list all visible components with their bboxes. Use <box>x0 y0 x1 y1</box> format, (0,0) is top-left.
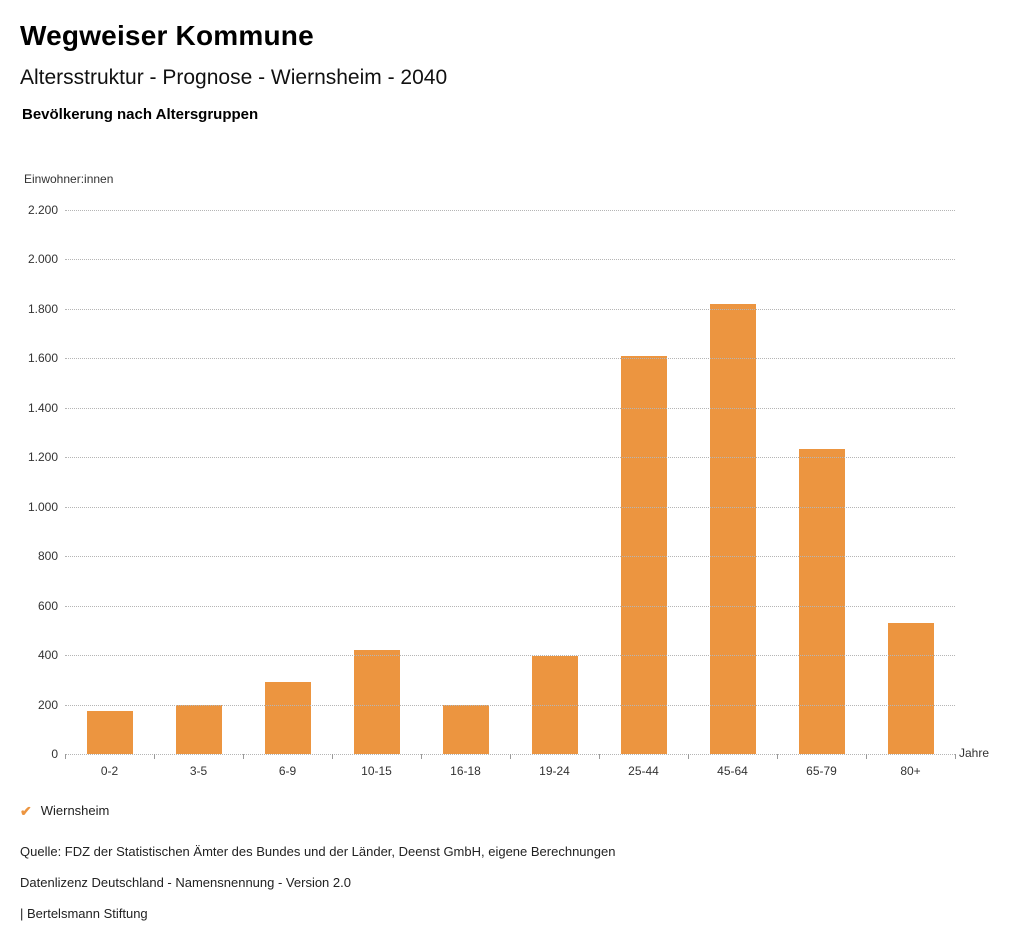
gridline <box>65 605 955 607</box>
x-axis-tickmark <box>243 754 244 759</box>
x-tick-label: 19-24 <box>539 764 570 778</box>
bar-column <box>688 210 777 754</box>
y-tick-label: 1.400 <box>27 400 58 415</box>
chart-heading: Bevölkerung nach Altersgruppen <box>22 106 259 123</box>
bar-column <box>65 210 154 754</box>
y-tick-label: 200 <box>37 697 58 712</box>
gridline <box>65 506 955 508</box>
bar-80+[interactable] <box>887 622 934 754</box>
bar-3-5[interactable] <box>175 704 222 754</box>
bar-column <box>599 210 688 754</box>
bar-column <box>866 210 955 754</box>
bar-column <box>332 210 421 754</box>
bar-column <box>421 210 510 754</box>
bar-column <box>154 210 243 754</box>
y-tick-label: 800 <box>37 549 58 564</box>
x-axis-tickmark <box>688 754 689 759</box>
y-tick-label: 2.200 <box>27 203 58 217</box>
y-tick-label: 1.800 <box>27 301 58 316</box>
bar-16-18[interactable] <box>442 704 489 754</box>
y-tick-label: 400 <box>37 648 58 663</box>
x-axis-tickmark <box>510 754 511 759</box>
bar-column <box>243 210 332 754</box>
x-tick-label: 10-15 <box>361 764 392 778</box>
y-tick-label: 1.600 <box>27 351 58 366</box>
bar-column <box>777 210 866 754</box>
gridline <box>65 259 955 261</box>
y-tick-label: 1.000 <box>27 499 58 514</box>
y-axis-tick-labels: 0 200 400 600 800 1.000 1.200 1.400 1.600 1.800 2.… <box>0 204 58 760</box>
x-axis-tickmark <box>421 754 422 759</box>
source-text: Quelle: FDZ der Statistischen Ämter des … <box>20 844 616 859</box>
bar-0-2[interactable] <box>86 710 133 754</box>
gridline <box>65 308 955 310</box>
page-subtitle: Altersstruktur - Prognose - Wiernsheim -… <box>20 66 448 89</box>
gridline <box>65 655 955 657</box>
x-tick-label: 16-18 <box>450 764 481 778</box>
license-text: Datenlizenz Deutschland - Namensnennung … <box>20 875 351 890</box>
attribution-text: | Bertelsmann Stiftung <box>20 906 148 921</box>
y-axis-title: Einwohner:innen <box>24 172 114 186</box>
gridline <box>65 556 955 558</box>
y-tick-label: 1.200 <box>27 450 58 465</box>
x-axis-labels: 0-2 3-5 6-9 10-15 16-18 19-24 25-44 45-64 65-79 8… <box>65 764 955 778</box>
legend-item-wiernsheim[interactable]: ✔ Wiernsheim <box>20 803 109 818</box>
x-axis-tickmark <box>777 754 778 759</box>
page-title: Wegweiser Kommune <box>20 20 314 51</box>
y-tick-label: 600 <box>37 598 58 613</box>
x-tick-label: 65-79 <box>806 764 837 778</box>
x-axis-tickmark <box>955 754 956 759</box>
bar-65-79[interactable] <box>798 448 845 754</box>
x-axis-tickmark <box>599 754 600 759</box>
y-tick-label: 2.000 <box>27 252 58 267</box>
x-tick-label: 0-2 <box>100 764 119 778</box>
x-axis-tickmark <box>866 754 867 759</box>
y-tick-label: 0 <box>51 747 58 761</box>
x-tick-label: 6-9 <box>278 764 297 778</box>
legend-label: Wiernsheim <box>40 803 110 818</box>
check-icon: ✔ <box>20 802 32 819</box>
gridline <box>65 407 955 409</box>
bar-10-15[interactable] <box>353 650 400 754</box>
bar-25-44[interactable] <box>620 355 667 754</box>
gridline <box>65 704 955 706</box>
x-tick-label: 80+ <box>900 764 921 778</box>
x-axis-tickmark <box>154 754 155 759</box>
x-axis-tickmark <box>332 754 333 759</box>
gridline <box>65 358 955 360</box>
x-axis-title: Jahre <box>959 746 990 760</box>
bar-columns <box>65 210 955 754</box>
plot-area <box>65 210 955 755</box>
bar-6-9[interactable] <box>264 682 311 754</box>
gridline <box>65 457 955 459</box>
x-tick-label: 25-44 <box>628 764 659 778</box>
x-tick-label: 45-64 <box>717 764 748 778</box>
x-tick-label: 3-5 <box>189 764 208 778</box>
bar-45-64[interactable] <box>709 303 756 754</box>
x-axis-tickmarks <box>65 754 956 759</box>
x-axis-tickmark <box>65 754 66 759</box>
bar-column <box>510 210 599 754</box>
gridline <box>65 210 955 211</box>
